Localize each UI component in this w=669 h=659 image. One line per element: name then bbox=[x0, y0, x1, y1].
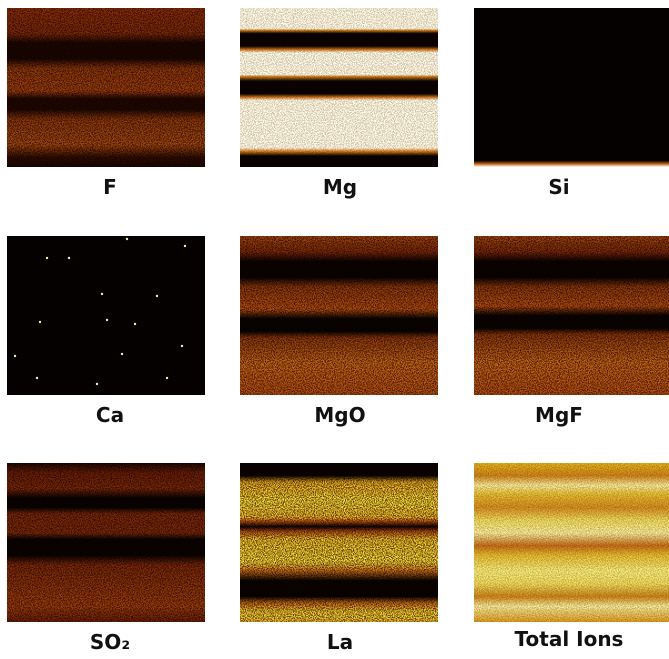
speckle bbox=[240, 463, 438, 622]
speckle bbox=[240, 8, 438, 167]
ion-map bbox=[474, 236, 669, 395]
panel-label: F bbox=[0, 175, 220, 199]
ion-map bbox=[240, 236, 438, 395]
speckle bbox=[474, 236, 669, 395]
speckle bbox=[240, 236, 438, 395]
speckle bbox=[7, 463, 205, 622]
panel-label: MgF bbox=[449, 403, 669, 427]
ion-map bbox=[7, 236, 205, 395]
ion-map bbox=[474, 463, 669, 622]
panel-label: La bbox=[230, 630, 450, 654]
panel-label: Mg bbox=[230, 175, 450, 199]
panel-label: Si bbox=[449, 175, 669, 199]
dots bbox=[7, 236, 205, 395]
figure: F Mg Si Ca MgO MgF SO₂ La Total Ions (()… bbox=[0, 0, 669, 659]
panel-label: SO₂ bbox=[0, 630, 220, 654]
panel-label: Total Ions bbox=[459, 627, 669, 651]
ion-map bbox=[474, 8, 669, 167]
ion-map bbox=[7, 463, 205, 622]
ion-map bbox=[7, 8, 205, 167]
speckle bbox=[7, 8, 205, 167]
ion-map bbox=[240, 463, 438, 622]
panel-label: MgO bbox=[230, 403, 450, 427]
ion-map bbox=[240, 8, 438, 167]
speckle bbox=[474, 463, 669, 622]
panel-label: Ca bbox=[0, 403, 220, 427]
